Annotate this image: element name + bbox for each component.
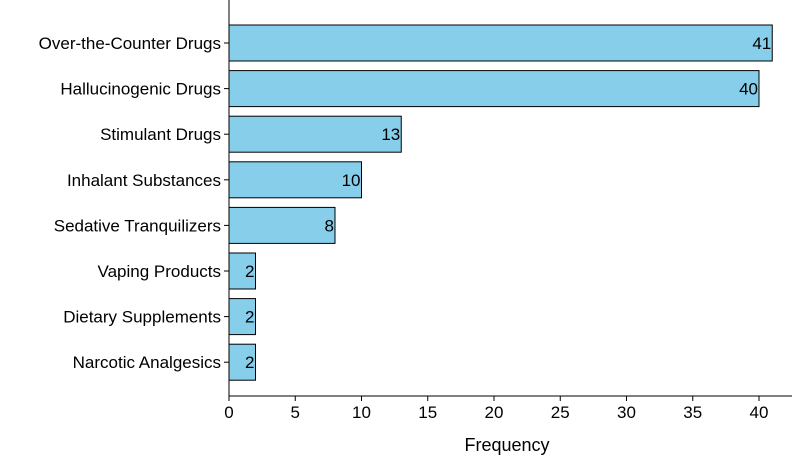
bar-value-label: 2 <box>245 262 254 281</box>
category-label: Stimulant Drugs <box>100 125 221 144</box>
bar <box>228 161 362 199</box>
bar-value-label: 8 <box>325 216 334 235</box>
bar-value-label: 13 <box>381 125 400 144</box>
x-tick-label: 20 <box>485 403 504 422</box>
x-axis-title: Frequency <box>464 435 549 455</box>
bar-value-label: 41 <box>752 34 771 53</box>
bar <box>228 115 402 153</box>
category-label: Sedative Tranquilizers <box>54 216 221 235</box>
bars-group <box>228 24 773 381</box>
bar <box>228 206 336 244</box>
bar-value-label: 2 <box>245 353 254 372</box>
bar-value-label: 10 <box>342 171 361 190</box>
x-tick-label: 5 <box>291 403 300 422</box>
category-label: Vaping Products <box>98 262 221 281</box>
bar <box>228 298 256 336</box>
x-tick-label: 40 <box>750 403 769 422</box>
bar <box>228 252 256 290</box>
x-ticks-group: 0 5 10 15 20 25 30 35 40 <box>224 42 769 422</box>
bar-value-label: 2 <box>245 308 254 327</box>
value-labels-group: 41 40 13 10 8 2 2 2 <box>245 34 771 372</box>
category-labels-group: Over-the-Counter Drugs Hallucinogenic Dru… <box>39 34 221 372</box>
x-tick-label: 15 <box>418 403 437 422</box>
category-label: Hallucinogenic Drugs <box>60 80 221 99</box>
bar-value-label: 40 <box>739 80 758 99</box>
bar <box>228 24 773 62</box>
bar <box>228 70 760 108</box>
category-label: Inhalant Substances <box>67 171 221 190</box>
category-label: Narcotic Analgesics <box>73 353 221 372</box>
x-tick-label: 30 <box>617 403 636 422</box>
x-tick-label: 10 <box>352 403 371 422</box>
x-tick-label: 0 <box>224 403 233 422</box>
x-tick-label: 25 <box>551 403 570 422</box>
category-label: Dietary Supplements <box>63 308 221 327</box>
x-tick-label: 35 <box>683 403 702 422</box>
bar <box>228 343 256 381</box>
category-label: Over-the-Counter Drugs <box>39 34 221 53</box>
